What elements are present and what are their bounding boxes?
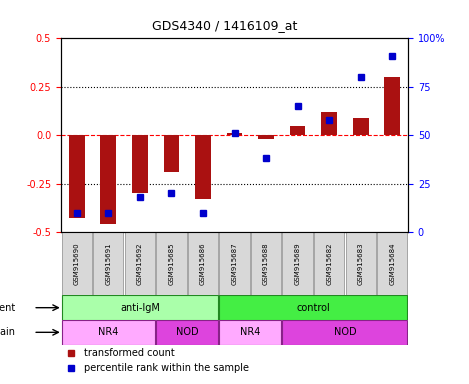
Bar: [321, 112, 337, 135]
Bar: [219, 320, 281, 345]
Text: strain: strain: [0, 327, 16, 337]
Bar: [195, 135, 211, 199]
Text: GSM915689: GSM915689: [295, 242, 301, 285]
Text: GSM915682: GSM915682: [326, 242, 332, 285]
Text: NOD: NOD: [176, 327, 198, 337]
Text: GDS4340 / 1416109_at: GDS4340 / 1416109_at: [152, 19, 298, 32]
Bar: [61, 232, 92, 295]
Bar: [93, 232, 123, 295]
Bar: [188, 232, 218, 295]
Bar: [314, 232, 344, 295]
Bar: [100, 135, 116, 224]
Bar: [227, 133, 242, 135]
Bar: [282, 320, 408, 345]
Text: anti-IgM: anti-IgM: [120, 303, 160, 313]
Text: percentile rank within the sample: percentile rank within the sample: [83, 363, 249, 373]
Text: control: control: [296, 303, 330, 313]
Text: NOD: NOD: [333, 327, 356, 337]
Bar: [219, 295, 408, 320]
Text: GSM915683: GSM915683: [358, 242, 363, 285]
Bar: [61, 295, 218, 320]
Bar: [346, 232, 376, 295]
Bar: [156, 320, 218, 345]
Bar: [69, 135, 84, 218]
Text: transformed count: transformed count: [83, 348, 174, 358]
Bar: [164, 135, 179, 172]
Bar: [385, 77, 400, 135]
Bar: [353, 118, 369, 135]
Text: GSM915692: GSM915692: [137, 242, 143, 285]
Bar: [377, 232, 408, 295]
Bar: [156, 232, 187, 295]
Bar: [258, 135, 274, 139]
Text: NR4: NR4: [240, 327, 260, 337]
Text: GSM915690: GSM915690: [74, 242, 80, 285]
Text: GSM915686: GSM915686: [200, 242, 206, 285]
Bar: [251, 232, 281, 295]
Text: GSM915687: GSM915687: [232, 242, 237, 285]
Text: GSM915685: GSM915685: [168, 242, 174, 285]
Bar: [219, 232, 250, 295]
Bar: [282, 232, 313, 295]
Text: GSM915691: GSM915691: [106, 242, 111, 285]
Bar: [132, 135, 148, 193]
Text: GSM915684: GSM915684: [389, 242, 395, 285]
Bar: [125, 232, 155, 295]
Bar: [290, 126, 305, 135]
Text: GSM915688: GSM915688: [263, 242, 269, 285]
Text: agent: agent: [0, 303, 16, 313]
Bar: [61, 320, 155, 345]
Text: NR4: NR4: [98, 327, 119, 337]
